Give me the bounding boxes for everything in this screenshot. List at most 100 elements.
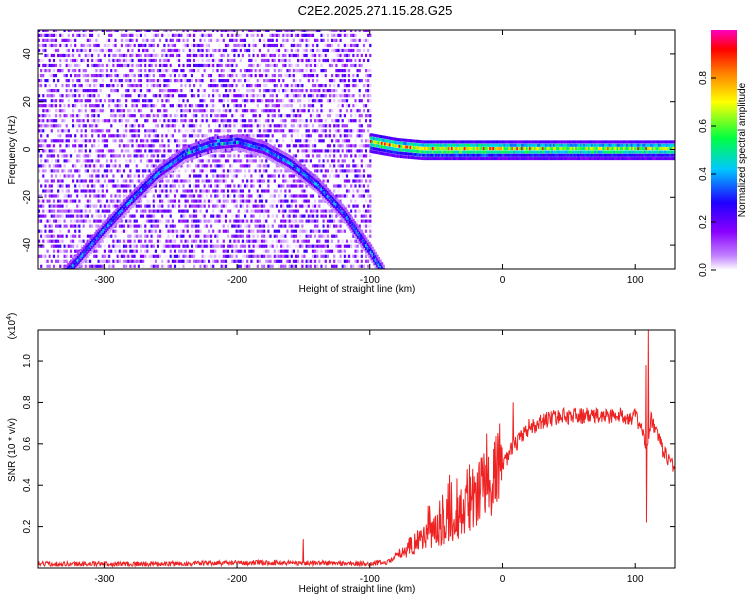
spectrogram-cell [199,239,202,243]
spectrogram-cell [248,169,251,173]
spectrogram-cell [125,129,128,133]
spectrogram-cell [44,139,47,143]
spectrogram-cell [235,234,238,238]
spectrogram-cell [301,184,304,188]
spectrogram-cell [101,219,104,223]
spectrogram-cell [193,254,196,258]
spectrogram-cell [118,79,121,83]
spectrogram-cell [280,224,283,228]
spectrogram-cell [105,159,109,163]
spectrogram-cell [65,84,68,88]
spectrogram-cell [173,199,177,203]
spectrogram-cell [216,48,219,53]
spectrogram-cell [57,30,60,32]
spectrogram-cell [294,239,298,243]
spectrogram-cell [112,199,115,203]
spectrogram-cell [288,229,291,233]
spectrogram-cell [152,38,155,42]
spectrogram-cell [199,169,202,173]
spectrogram-cell [137,43,140,48]
spectrogram-cell [322,48,325,53]
spectrogram-cell [322,229,325,233]
spectrogram-cell [150,139,153,143]
spectrogram-cell [150,234,153,238]
spectrogram-cell [233,53,236,58]
spectrogram-cell [131,264,134,268]
spectrogram-cell [275,239,278,243]
spectrogram-cell [42,104,45,108]
spectrogram-cell [229,63,232,68]
spectrogram-cell [40,169,43,173]
spectrogram-cell [129,234,132,238]
spectrogram-cell [178,234,181,238]
spectrogram-cell [205,219,208,223]
spectrogram-cell [244,199,247,203]
spectrogram-cell [38,144,41,148]
spectrogram-cell [275,38,278,42]
spectrogram-cell [282,43,285,48]
spectrogram-cell [144,69,147,73]
spectrogram-cell [197,134,200,138]
spectrogram-cell [80,48,83,53]
spectrogram-cell [55,124,58,128]
spectrogram-cell [114,139,117,143]
spectrogram-cell [252,234,255,238]
spectrogram-cell [127,244,130,248]
spectrogram-cell [188,94,191,98]
spectrogram-cell [229,74,232,78]
spectrogram-cell [182,194,185,198]
spectrogram-cell [63,104,66,108]
spectrogram-cell [167,84,170,88]
spectrogram-cell [97,159,100,163]
spectrogram-cell [131,179,134,183]
spectrogram-cell [180,199,183,203]
spectrogram-cell [61,234,64,238]
spectrogram-cell [159,204,162,208]
spectrogram-cell [112,189,115,193]
spectrogram-cell [110,69,113,73]
spectrogram-cell [135,204,138,208]
spectrogram-cell [127,219,130,223]
spectrogram-cell [314,69,317,73]
spectrogram-cell [292,149,295,153]
spectrogram-cell [216,109,219,113]
spectrogram-cell [233,154,236,158]
spectrogram-cell [292,99,295,103]
spectrogram-cell [44,219,47,223]
spectrogram-cell [322,204,325,208]
spectrogram-cell [267,30,270,32]
spectrogram-cell [299,53,302,58]
spectrogram-cell [101,139,104,143]
spectrogram-cell [91,264,94,268]
spectrogram-cell [199,43,202,48]
spectrogram-cell [103,134,106,138]
spectrogram-cell [205,53,208,58]
spectrogram-cell [231,63,234,68]
spectrogram-cell [59,254,62,258]
spectrogram-cell [82,154,85,158]
spectrogram-cell [326,159,329,163]
spectrogram-cell [97,99,100,103]
spectrogram-cell [176,74,179,78]
spectrogram-cell [38,99,41,103]
spectrogram-cell [69,63,73,68]
spectrogram-cell [301,84,304,88]
spectrogram-cell [316,219,319,223]
spectrogram-cell [331,48,334,53]
spectrogram-cell [61,69,64,73]
spectrogram-cell [307,154,310,158]
spectrogram-cell [292,229,295,233]
spectrogram-cell [152,104,155,108]
spectrogram-cell [129,184,132,188]
spectrogram-cell [114,119,117,123]
spectrogram-cell [182,69,185,73]
spectrogram-cell [248,104,251,108]
spectrogram-cell [74,169,77,173]
spectrogram-cell [314,84,317,88]
spectrogram-cell [314,74,317,78]
spectrogram-cell [72,179,75,183]
spectrogram-cell [125,194,128,198]
spectrogram-cell [167,179,170,183]
spectrogram-cell [146,104,149,108]
spectrogram-cell [118,194,121,198]
